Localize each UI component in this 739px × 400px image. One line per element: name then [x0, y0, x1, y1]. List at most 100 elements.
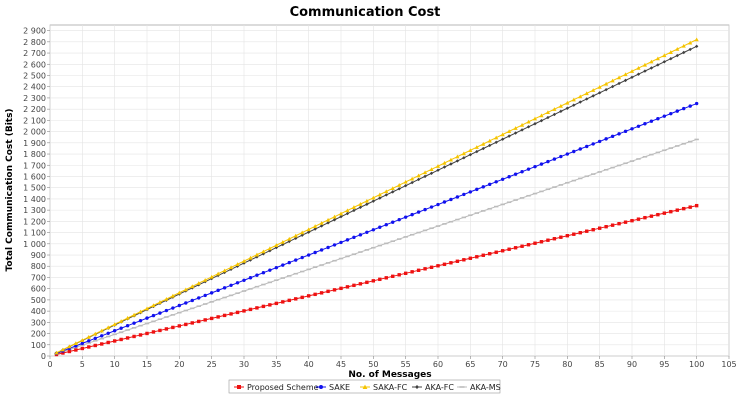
legend-label: SAKE [329, 383, 350, 392]
data-point [422, 170, 428, 175]
data-point [520, 244, 524, 248]
y-axis-ticks: 0 100 200 300 400 500 600 700 800 900 1 000 1 100 1 … [23, 27, 50, 361]
x-tick-label: 0 [47, 360, 52, 369]
x-tick-label: 105 [721, 360, 736, 369]
data-point [494, 250, 498, 254]
y-tick-label: 900 [31, 251, 46, 260]
legend: Proposed Scheme SAKE SAKA-FC AKA-FC AKA-MS [228, 379, 501, 394]
data-point [274, 301, 279, 306]
data-point [565, 234, 570, 238]
data-point [416, 231, 421, 234]
data-point [403, 271, 408, 276]
data-point [61, 351, 65, 355]
data-point [203, 277, 208, 282]
data-point [578, 231, 582, 235]
series-saka-fc [54, 37, 699, 355]
data-point [416, 210, 421, 214]
data-point [280, 277, 285, 279]
data-point [229, 283, 233, 288]
data-point [222, 268, 227, 273]
data-point [157, 318, 163, 320]
data-point [319, 291, 324, 295]
data-point [513, 246, 518, 250]
chart-title: Communication Cost [290, 5, 441, 20]
series-group [54, 37, 699, 357]
data-point [461, 151, 466, 156]
data-point [325, 262, 331, 264]
data-point [235, 281, 240, 285]
data-point [630, 218, 634, 223]
data-point [410, 270, 414, 274]
data-point [591, 94, 595, 98]
data-point [655, 151, 661, 154]
data-point [662, 53, 667, 58]
data-point [248, 276, 253, 280]
data-point [488, 252, 492, 256]
data-point [345, 285, 350, 289]
data-point [526, 119, 531, 124]
y-tick-label: 1 300 [23, 206, 46, 215]
data-point [203, 293, 207, 298]
data-point [326, 289, 330, 294]
data-point [656, 212, 660, 217]
data-point [280, 239, 285, 244]
data-point [332, 243, 337, 247]
data-point [248, 288, 253, 290]
legend-entry: Proposed Scheme [234, 383, 319, 392]
data-point [448, 220, 454, 223]
data-point [184, 322, 188, 327]
y-tick-label: 2 200 [23, 105, 46, 114]
data-point [274, 243, 279, 247]
data-point [170, 293, 175, 298]
data-point [222, 286, 227, 290]
data-point [429, 205, 434, 209]
data-point [255, 273, 259, 277]
x-tick-label: 75 [530, 360, 540, 369]
x-tick-label: 30 [239, 360, 249, 369]
data-point [513, 199, 518, 201]
data-point [125, 336, 130, 340]
series-sake [54, 101, 699, 356]
data-point [274, 265, 279, 270]
data-point [268, 249, 272, 253]
data-point [87, 339, 91, 343]
data-point [494, 140, 498, 145]
data-point [364, 198, 369, 203]
data-point [144, 306, 150, 311]
data-point [151, 330, 156, 334]
data-point [669, 111, 673, 116]
data-point [332, 214, 337, 219]
data-point [74, 344, 78, 348]
data-point [261, 249, 266, 254]
x-tick-label: 50 [368, 360, 378, 369]
data-point [552, 157, 557, 161]
data-point [145, 331, 149, 336]
data-point [222, 296, 227, 299]
data-point [196, 305, 201, 307]
data-point [293, 272, 298, 275]
legend-marker [362, 384, 368, 389]
data-point [597, 139, 602, 144]
data-point [74, 348, 78, 352]
data-point [112, 333, 117, 336]
data-point [397, 238, 402, 240]
y-tick-label: 2 300 [23, 94, 46, 103]
data-point [80, 346, 85, 351]
y-tick-label: 1 200 [23, 217, 46, 226]
data-point [539, 162, 544, 166]
data-point [507, 129, 512, 134]
data-point [559, 154, 563, 159]
y-tick-label: 500 [31, 296, 46, 305]
x-tick-label: 95 [659, 360, 669, 369]
data-point [132, 321, 136, 325]
data-point [675, 46, 680, 51]
data-point [345, 255, 350, 258]
y-tick-label: 700 [31, 273, 46, 282]
data-point [158, 328, 162, 333]
data-point [403, 179, 408, 184]
data-point [616, 75, 622, 80]
data-point [688, 140, 693, 143]
data-point [164, 316, 169, 318]
data-point [145, 316, 149, 320]
